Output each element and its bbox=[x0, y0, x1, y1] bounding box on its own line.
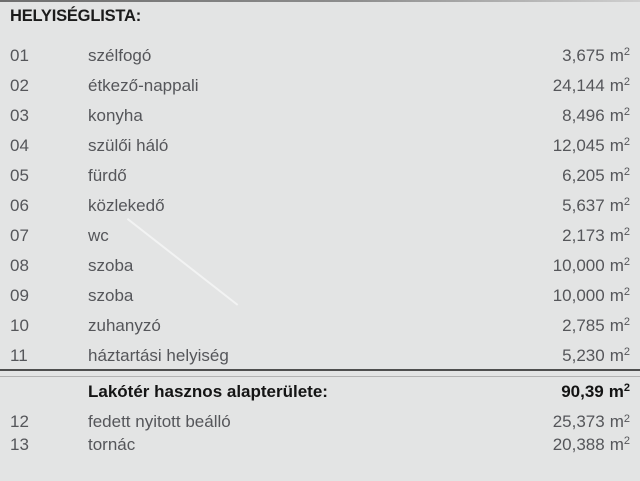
room-area: 8,496 m2 bbox=[562, 106, 630, 125]
room-row: 06 közlekedő 5,637 m2 bbox=[0, 191, 640, 221]
room-row: 01 szélfogó 3,675 m2 bbox=[0, 41, 640, 71]
room-area: 10,000 m2 bbox=[552, 256, 630, 275]
room-area: 10,000 m2 bbox=[552, 286, 630, 305]
room-number: 06 bbox=[10, 196, 29, 215]
room-number: 13 bbox=[10, 434, 29, 454]
room-name: szoba bbox=[88, 286, 134, 305]
room-name: közlekedő bbox=[88, 196, 165, 215]
room-number: 09 bbox=[10, 286, 29, 305]
total-row: Lakótér hasznos alapterülete: 90,39 m2 bbox=[0, 381, 640, 403]
room-name: fürdő bbox=[88, 166, 127, 185]
room-name: fedett nyitott beálló bbox=[88, 412, 231, 432]
page-title: HELYISÉGLISTA: bbox=[10, 7, 142, 25]
top-divider bbox=[0, 0, 640, 2]
room-area: 24,144 m2 bbox=[552, 76, 630, 95]
unit-m2: m2 bbox=[609, 434, 630, 454]
room-number: 11 bbox=[10, 346, 28, 365]
room-row: 07 wc 2,173 m2 bbox=[0, 221, 640, 251]
total-area: 90,39 m2 bbox=[561, 382, 630, 401]
unit-m2: m2 bbox=[609, 46, 630, 65]
room-area: 2,785 m2 bbox=[562, 316, 630, 335]
unit-m2: m2 bbox=[609, 106, 630, 125]
room-number: 03 bbox=[10, 106, 29, 125]
room-area: 5,637 m2 bbox=[562, 196, 630, 215]
room-area: 6,205 m2 bbox=[562, 166, 630, 185]
total-label: Lakótér hasznos alapterülete: bbox=[88, 382, 328, 401]
room-name: wc bbox=[88, 226, 109, 245]
room-area: 3,675 m2 bbox=[562, 46, 630, 65]
unit-m2: m2 bbox=[609, 166, 630, 185]
room-area: 5,230 m2 bbox=[562, 346, 630, 365]
room-number: 04 bbox=[10, 136, 29, 155]
room-name: szülői háló bbox=[88, 136, 169, 155]
room-area: 25,373 m2 bbox=[552, 412, 630, 432]
room-number: 12 bbox=[10, 412, 29, 432]
room-number: 02 bbox=[10, 76, 29, 95]
room-row: 05 fürdő 6,205 m2 bbox=[0, 161, 640, 191]
room-name: szoba bbox=[88, 256, 134, 275]
unit-m2: m2 bbox=[609, 76, 630, 95]
total-divider-dark bbox=[0, 369, 640, 371]
room-area: 20,388 m2 bbox=[552, 434, 630, 454]
room-number: 08 bbox=[10, 256, 29, 275]
unit-m2: m2 bbox=[609, 196, 630, 215]
room-list-main: 01 szélfogó 3,675 m2 02 étkező-nappali 24… bbox=[0, 41, 640, 371]
unit-m2: m2 bbox=[609, 256, 630, 275]
unit-m2: m2 bbox=[609, 226, 630, 245]
unit-m2: m2 bbox=[609, 286, 630, 305]
unit-m2: m2 bbox=[609, 412, 630, 432]
room-name: szélfogó bbox=[88, 46, 152, 65]
room-row: 09 szoba 10,000 m2 bbox=[0, 281, 640, 311]
unit-m2: m2 bbox=[609, 136, 630, 155]
room-row: 03 konyha 8,496 m2 bbox=[0, 101, 640, 131]
room-name: háztartási helyiség bbox=[88, 346, 229, 365]
room-row: 08 szoba 10,000 m2 bbox=[0, 251, 640, 281]
room-row: 04 szülői háló 12,045 m2 bbox=[0, 131, 640, 161]
room-area: 2,173 m2 bbox=[562, 226, 630, 245]
room-row: 11 háztartási helyiség 5,230 m2 bbox=[0, 341, 640, 371]
room-row: 13 tornác 20,388 m2 bbox=[0, 434, 640, 457]
room-number: 01 bbox=[10, 46, 29, 65]
room-name: tornác bbox=[88, 434, 136, 454]
unit-m2: m2 bbox=[609, 316, 630, 335]
room-name: konyha bbox=[88, 106, 143, 125]
unit-m2: m2 bbox=[609, 346, 630, 365]
room-name: zuhanyzó bbox=[88, 316, 161, 335]
room-list-extra: 12 fedett nyitott beálló 25,373 m2 13 tor… bbox=[0, 411, 640, 456]
total-divider-light bbox=[0, 376, 640, 377]
room-area: 12,045 m2 bbox=[552, 136, 630, 155]
room-number: 07 bbox=[10, 226, 29, 245]
room-number: 10 bbox=[10, 316, 29, 335]
unit-m2: m2 bbox=[608, 382, 630, 401]
room-name: étkező-nappali bbox=[88, 76, 199, 95]
room-row: 10 zuhanyzó 2,785 m2 bbox=[0, 311, 640, 341]
room-row: 12 fedett nyitott beálló 25,373 m2 bbox=[0, 411, 640, 434]
room-row: 02 étkező-nappali 24,144 m2 bbox=[0, 71, 640, 101]
room-number: 05 bbox=[10, 166, 29, 185]
